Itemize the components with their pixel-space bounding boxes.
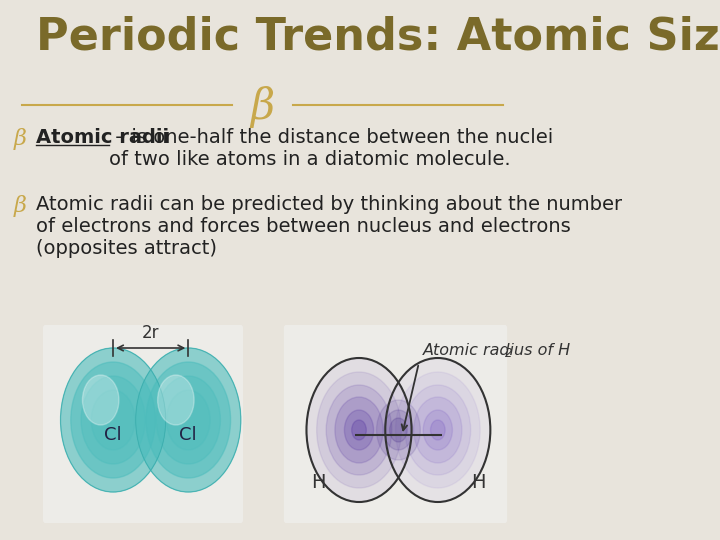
Circle shape: [81, 376, 145, 464]
Circle shape: [307, 358, 412, 502]
Circle shape: [91, 390, 135, 450]
Circle shape: [335, 397, 383, 463]
Circle shape: [326, 385, 392, 475]
FancyBboxPatch shape: [284, 325, 507, 523]
Circle shape: [158, 375, 194, 425]
Text: Periodic Trends: Atomic Size: Periodic Trends: Atomic Size: [37, 15, 720, 58]
Circle shape: [414, 397, 462, 463]
Text: H: H: [471, 472, 485, 491]
Circle shape: [351, 420, 366, 440]
Text: 2: 2: [505, 347, 513, 360]
Circle shape: [146, 362, 230, 478]
Text: β: β: [14, 195, 27, 217]
Circle shape: [166, 390, 210, 450]
Circle shape: [390, 418, 408, 442]
Text: Cl: Cl: [104, 426, 122, 444]
Text: Atomic radii: Atomic radii: [37, 128, 170, 147]
Text: Atomic radii can be predicted by thinking about the number
of electrons and forc: Atomic radii can be predicted by thinkin…: [37, 195, 623, 258]
Circle shape: [423, 410, 452, 450]
Text: β: β: [251, 86, 275, 128]
Text: 2r: 2r: [142, 324, 159, 342]
Text: – is one-half the distance between the nuclei
of two like atoms in a diatomic mo: – is one-half the distance between the n…: [109, 128, 554, 169]
Circle shape: [156, 376, 220, 464]
Circle shape: [384, 410, 413, 450]
Circle shape: [395, 372, 480, 488]
Circle shape: [83, 375, 119, 425]
Circle shape: [431, 420, 445, 440]
Circle shape: [405, 385, 471, 475]
Circle shape: [344, 410, 374, 450]
Circle shape: [317, 372, 401, 488]
Circle shape: [71, 362, 156, 478]
Text: β: β: [14, 128, 27, 150]
Text: H: H: [312, 472, 326, 491]
Circle shape: [136, 348, 240, 492]
FancyBboxPatch shape: [43, 325, 243, 523]
Circle shape: [377, 400, 420, 460]
Text: Cl: Cl: [179, 426, 197, 444]
Circle shape: [385, 358, 490, 502]
Circle shape: [60, 348, 166, 492]
Text: Atomic radius of H: Atomic radius of H: [423, 343, 571, 358]
